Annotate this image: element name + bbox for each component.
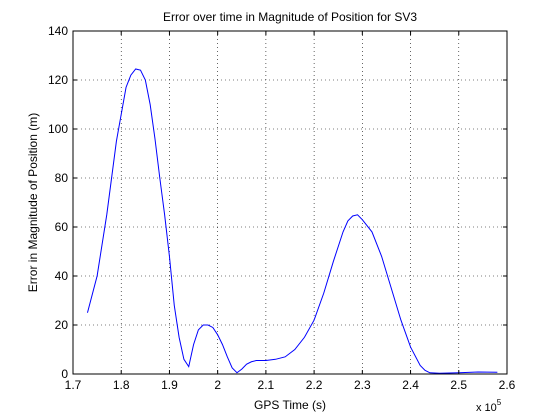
x-tick-label: 2.4 [402,378,419,392]
x-tick-label: 1.9 [161,378,178,392]
plot-frame [72,30,508,375]
x-tick-labels: 1.7 1.8 1.9 2 2.1 2.2 2.3 2.4 2.5 2.6 [65,378,516,392]
y-tick-label: 60 [55,220,69,234]
series-line-sv3-error [86,68,498,374]
y-tick-label: 120 [48,73,68,87]
y-tick-label: 20 [55,318,69,332]
tick-marks [72,30,508,375]
y-tick-label: 80 [55,171,69,185]
x-axis-label: GPS Time (s) [254,398,326,412]
y-tick-label: 100 [48,122,68,136]
x-scale-exponent: x 105 [476,398,502,414]
x-scale-exponent-base: x 10 [476,402,497,414]
x-scale-exponent-power: 5 [497,398,502,407]
x-tick-label: 2.2 [306,378,323,392]
y-tick-label: 140 [48,24,68,38]
x-tick-label: 1.8 [113,378,130,392]
y-tick-label: 0 [61,367,68,381]
x-tick-label: 2.6 [499,378,516,392]
x-tick-label: 2 [214,378,221,392]
y-axis-label: Error in Magnitude of Position (m) [26,113,40,292]
x-tick-label: 2.3 [354,378,371,392]
chart-title: Error over time in Magnitude of Position… [163,10,417,24]
plot-area [73,31,507,374]
x-tick-label: 1.7 [65,378,82,392]
x-tick-label: 2.5 [450,378,467,392]
x-tick-label: 2.1 [258,378,275,392]
y-tick-label: 40 [55,269,69,283]
y-tick-labels: 0 20 40 60 80 100 120 140 [48,24,68,381]
